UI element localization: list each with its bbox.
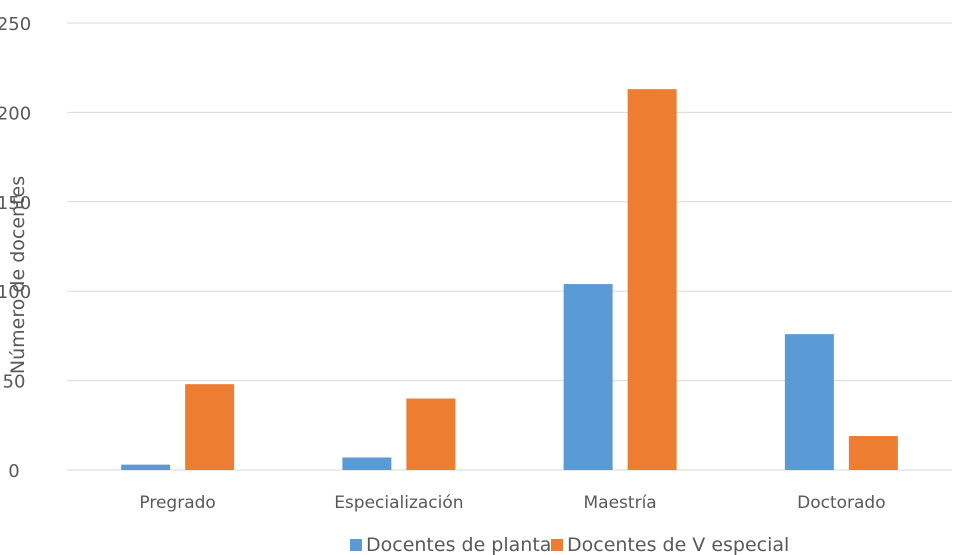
y-tick-label: 150 <box>0 193 31 214</box>
x-category-label: Doctorado <box>797 493 886 513</box>
x-category-label: Maestría <box>584 493 657 513</box>
bar-3-1 <box>848 436 898 470</box>
legend: Docentes de planta Docentes de V especial <box>350 534 789 555</box>
bars <box>121 89 898 470</box>
x-category-label: Especialización <box>334 493 463 513</box>
bar-0-1 <box>185 384 235 470</box>
bar-2-0 <box>563 284 613 470</box>
y-tick-label: 200 <box>0 103 31 124</box>
y-tick-label: 50 <box>3 372 26 393</box>
bar-1-0 <box>342 457 392 470</box>
y-tick-label: 250 <box>0 14 31 35</box>
legend-label: Docentes de planta <box>366 534 551 555</box>
y-tick-label: 100 <box>0 282 31 303</box>
y-axis-label: Número de docentes <box>7 176 29 374</box>
bar-0-0 <box>121 464 171 470</box>
bar-2-1 <box>627 89 677 470</box>
legend-label: Docentes de V especial <box>567 534 789 555</box>
bar-1-1 <box>406 398 456 470</box>
y-tick-label: 0 <box>8 461 19 482</box>
legend-swatch-1 <box>551 539 563 551</box>
x-axis-categories: Pregrado Especialización Maestría Doctorado <box>139 493 885 513</box>
bar-3-0 <box>784 334 834 470</box>
x-category-label: Pregrado <box>139 493 215 513</box>
y-axis-ticks: 0 50 100 150 200 250 <box>0 14 31 482</box>
legend-swatch-0 <box>350 539 362 551</box>
